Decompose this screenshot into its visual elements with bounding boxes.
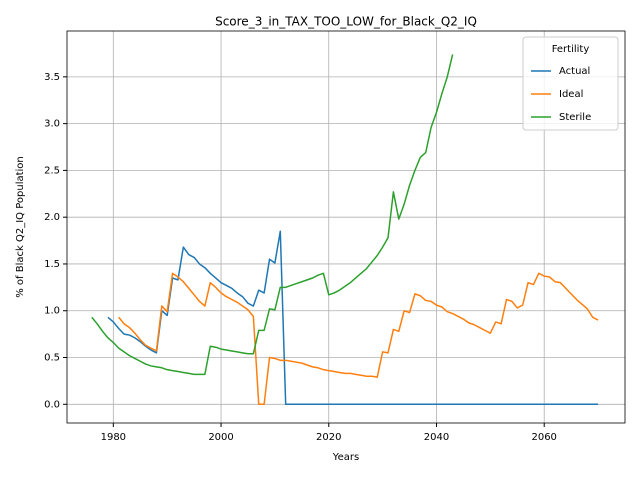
y-tick-label: 3.5	[44, 72, 60, 83]
chart-title: Score_3_in_TAX_TOO_LOW_for_Black_Q2_IQ	[215, 15, 477, 29]
x-axis-label: Years	[332, 452, 359, 463]
x-tick-label: 1980	[101, 432, 126, 443]
legend-title: Fertility	[552, 44, 590, 55]
line-series	[118, 272, 599, 406]
legend-label: Actual	[559, 66, 590, 77]
plot-frame	[66, 30, 626, 424]
line-series	[107, 230, 599, 406]
y-tick-label: 3.0	[44, 119, 60, 130]
y-tick-label: 0.0	[44, 399, 60, 410]
y-tick-label: 2.0	[44, 212, 60, 223]
x-tick-label: 2040	[424, 432, 449, 443]
legend-label: Ideal	[559, 89, 583, 100]
y-tick-label: 1.0	[44, 306, 60, 317]
y-tick-label: 1.5	[44, 259, 60, 270]
y-axis-label: % of Black Q2_IQ Population	[15, 156, 26, 298]
line-series	[91, 54, 454, 376]
legend-label: Sterile	[559, 112, 591, 123]
x-tick-label: 2000	[208, 432, 233, 443]
x-tick-label: 2060	[531, 432, 556, 443]
legend-box	[522, 36, 619, 131]
y-tick-label: 2.5	[44, 165, 60, 176]
x-tick-label: 2020	[316, 432, 341, 443]
y-tick-label: 0.5	[44, 353, 60, 364]
